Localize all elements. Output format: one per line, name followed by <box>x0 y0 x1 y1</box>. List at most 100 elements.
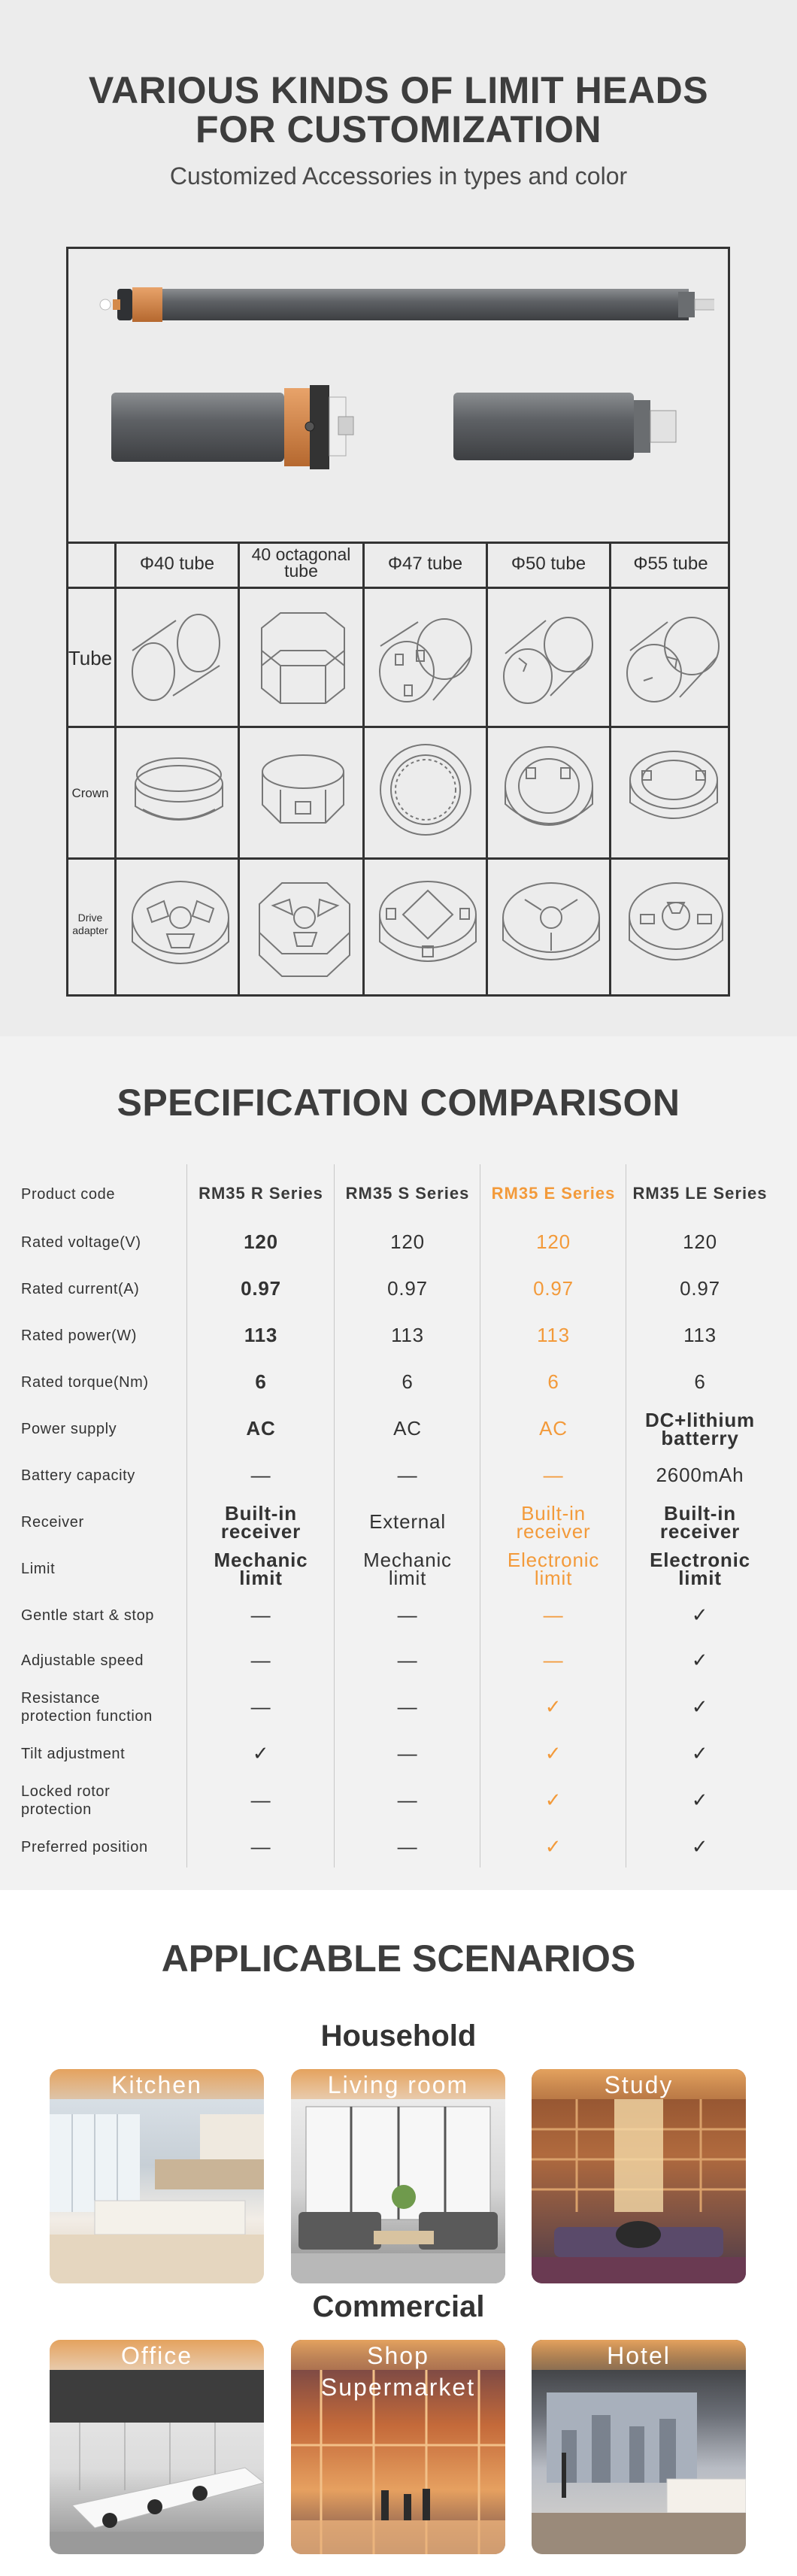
column-header-50-tube: Φ50 tube <box>511 554 586 574</box>
limit-heads-title-line1: VARIOUS KINDS OF LIMIT HEADS <box>88 69 709 111</box>
adapter-50-sketch <box>502 882 600 960</box>
spec-row-label: Receiver <box>21 1514 84 1531</box>
spec-cell: 113 <box>391 1324 424 1346</box>
spec-cell: Built-in receiver <box>627 1502 773 1541</box>
spec-row-label: Rated voltage(V) <box>21 1234 141 1251</box>
spec-row-label: Rated power(W) <box>21 1327 137 1344</box>
spec-cell-line: Mechanic <box>363 1549 452 1571</box>
spec-cell: — <box>250 1649 271 1671</box>
spec-cell: — <box>397 1835 418 1858</box>
limit-heads-section: VARIOUS KINDS OF LIMIT HEADS FOR CUSTOMI… <box>0 0 797 1036</box>
spec-row-label: Battery capacity <box>21 1467 135 1484</box>
hotel-card[interactable]: Hotel <box>532 2340 746 2554</box>
spec-cell-line: limit <box>678 1567 722 1589</box>
spec-cell: — <box>250 1789 271 1811</box>
accessory-table-frame <box>66 247 730 997</box>
study-image <box>532 2099 746 2283</box>
spec-cell: 0.97 <box>387 1277 428 1300</box>
spec-cell: External <box>369 1510 446 1533</box>
row-label-tube: Tube <box>68 647 113 669</box>
accessory-grid: Φ40 tube 40 octagonal tube Φ47 tube Φ50 … <box>66 542 730 999</box>
tube-55-sketch <box>626 617 720 702</box>
spec-row-label: Power supply <box>21 1421 117 1437</box>
spec-cell: 6 <box>694 1370 706 1393</box>
spec-cell: ✓ <box>544 1695 562 1718</box>
tube-40-octagonal-sketch <box>261 612 345 704</box>
spec-cell: AC <box>393 1417 422 1440</box>
spec-cell: — <box>250 1695 271 1718</box>
crown-40-octagonal-sketch <box>262 754 344 824</box>
spec-cell: 0.97 <box>680 1277 720 1300</box>
kitchen-image <box>50 2114 264 2283</box>
adapter-40-sketch <box>132 881 229 964</box>
series-le-header: RM35 LE Series <box>632 1184 768 1203</box>
spec-cell: Electronic limit <box>627 1549 773 1589</box>
spec-cell: ✓ <box>691 1649 709 1671</box>
spec-row-label: Rated current(A) <box>21 1281 140 1297</box>
spec-cell: DC+lithium batterry <box>627 1410 773 1449</box>
shop-supermarket-card[interactable]: Shop Supermarket <box>291 2340 505 2554</box>
spec-cell-line: batterry <box>661 1427 739 1449</box>
row-label-drive-line2: adapter <box>72 924 108 936</box>
living-room-card[interactable]: Living room <box>291 2069 505 2283</box>
spec-cell-line: receiver <box>220 1520 302 1543</box>
column-header-47-tube: Φ47 tube <box>387 554 463 574</box>
spec-cell: AC <box>246 1417 276 1440</box>
spec-cell: 120 <box>536 1230 571 1253</box>
spec-row-label: Adjustable speed <box>21 1652 144 1669</box>
crown-50-sketch <box>505 746 593 826</box>
kitchen-label: Kitchen <box>50 2069 264 2099</box>
crown-40-sketch <box>135 757 223 821</box>
spec-cell: 113 <box>683 1324 717 1346</box>
limit-heads-title-line2: FOR CUSTOMIZATION <box>195 108 602 150</box>
spec-cell: 120 <box>390 1230 425 1253</box>
spec-cell: — <box>250 1604 271 1626</box>
spec-cell: Built-in receiver <box>188 1503 334 1543</box>
shop-supermarket-image <box>291 2370 505 2554</box>
spec-cell: — <box>397 1742 418 1764</box>
spec-cell-line: Electronic <box>650 1549 750 1571</box>
spec-row-label: Limit <box>21 1561 56 1577</box>
spec-row-label: Gentle start & stop <box>21 1607 155 1624</box>
series-r-header: RM35 R Series <box>198 1184 323 1203</box>
crown-47-sketch <box>380 744 471 836</box>
hotel-image <box>532 2392 746 2554</box>
spec-cell: 113 <box>244 1324 278 1346</box>
series-s-header: RM35 S Series <box>345 1184 470 1203</box>
spec-cell: ✓ <box>252 1742 270 1764</box>
spec-cell: — <box>397 1464 418 1486</box>
spec-cell-line: limit <box>388 1567 427 1589</box>
spec-cell: 120 <box>244 1230 278 1253</box>
spec-row-label: Rated torque(Nm) <box>21 1374 149 1391</box>
tube-47-sketch <box>379 618 472 702</box>
spec-cell: — <box>250 1464 271 1486</box>
spec-cell: AC <box>539 1417 568 1440</box>
column-header-40-octagonal-line1: 40 octagonal <box>251 545 351 564</box>
tube-40-sketch <box>132 614 220 701</box>
spec-cell-line: receiver <box>516 1520 591 1543</box>
spec-cell: ✓ <box>691 1604 709 1626</box>
tubular-motor-illustration <box>99 287 714 469</box>
row-label-crown: Crown <box>71 786 109 800</box>
living-room-label: Living room <box>291 2069 505 2099</box>
spec-cell: ✓ <box>544 1835 562 1858</box>
spec-cell: ✓ <box>544 1742 562 1764</box>
spec-row-label: Preferred position <box>21 1839 148 1855</box>
kitchen-card[interactable]: Kitchen <box>50 2069 264 2283</box>
spec-cell: 6 <box>547 1370 559 1393</box>
series-e-header: RM35 E Series <box>491 1184 616 1203</box>
household-heading: Household <box>320 2019 477 2053</box>
spec-cell-line: limit <box>239 1567 283 1589</box>
spec-row-label-line: protection function <box>21 1708 153 1725</box>
study-label: Study <box>532 2069 746 2099</box>
adapter-47-sketch <box>379 881 477 962</box>
spec-cell: ✓ <box>544 1789 562 1811</box>
spec-cell-line: limit <box>534 1567 573 1589</box>
study-card[interactable]: Study <box>532 2069 746 2283</box>
hotel-label: Hotel <box>532 2340 746 2370</box>
spec-cell-line: Built-in <box>664 1502 736 1525</box>
tube-50-sketch <box>503 617 593 704</box>
specification-section: SPECIFICATION COMPARISON Product code RM… <box>0 1036 797 1890</box>
spec-cell-line: Mechanic <box>214 1549 308 1571</box>
office-card[interactable]: Office <box>50 2340 264 2554</box>
